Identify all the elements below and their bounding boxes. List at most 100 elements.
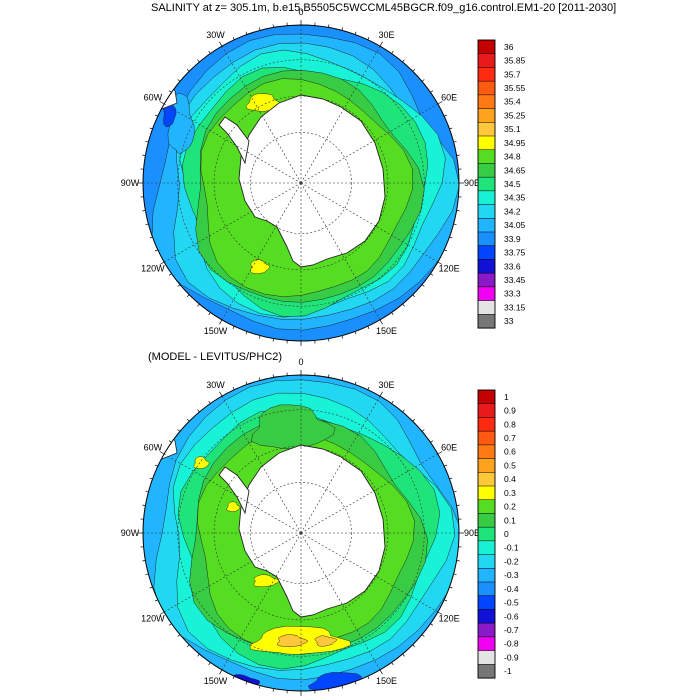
lon-label-120e: 120E — [439, 264, 460, 274]
colorbar-label: -0.6 — [504, 611, 519, 621]
colorbar-label: 35.1 — [504, 124, 521, 134]
map-graticule — [143, 375, 459, 691]
colorbar-label: 34.8 — [504, 152, 521, 162]
colorbar-label: 33.75 — [504, 248, 526, 258]
colorbar-label: 35.25 — [504, 110, 526, 120]
lon-label-150e: 150E — [376, 326, 397, 336]
lon-label-30w: 30W — [206, 380, 225, 390]
contour-patch — [276, 634, 309, 647]
lon-label-90w: 90W — [121, 178, 140, 188]
colorbar-label: 34.2 — [504, 206, 521, 216]
colorbar-label: 33.9 — [504, 234, 521, 244]
colorbar-swatch — [477, 650, 496, 665]
colorbar-label: 35.85 — [504, 56, 526, 66]
contour-patch — [344, 684, 359, 691]
colorbar-swatch — [477, 581, 496, 597]
colorbar-swatch — [477, 231, 496, 247]
colorbar-swatch — [477, 122, 496, 137]
lon-label-90w: 90W — [121, 528, 140, 538]
lon-label-30e: 30E — [378, 30, 394, 40]
antarctic-peninsula — [218, 116, 250, 165]
lon-label-150w: 150W — [204, 676, 228, 686]
colorbar-swatch — [477, 472, 496, 487]
colorbar-swatch — [477, 417, 496, 432]
colorbar-swatch — [477, 286, 496, 302]
colorbar-label: 35.7 — [504, 69, 521, 79]
colorbar-swatch — [477, 485, 496, 501]
colorbar-swatch — [477, 259, 496, 274]
colorbar-label: 34.35 — [504, 193, 526, 203]
colorbar-label: 0.5 — [504, 460, 516, 470]
colorbar-label: -0.8 — [504, 639, 519, 649]
colorbar-swatch — [477, 218, 496, 233]
colorbar-swatch — [477, 204, 496, 219]
bottom-panel-title: (MODEL - LEVITUS/PHC2) — [148, 351, 283, 363]
colorbar-label: -0.1 — [504, 543, 519, 553]
colorbar-swatch — [477, 526, 496, 542]
colorbar-swatch — [477, 664, 496, 679]
colorbar-swatch — [477, 458, 496, 473]
colorbar-swatch — [477, 39, 496, 55]
contour-patch — [226, 501, 241, 513]
colorbar-swatch — [477, 135, 496, 151]
colorbar-swatch — [477, 80, 496, 96]
colorbar-label: 0.4 — [504, 474, 516, 484]
colorbar-swatch — [477, 568, 496, 583]
map-graticule — [143, 25, 459, 341]
colorbar-swatch — [477, 403, 496, 418]
lon-label-180: 180 — [293, 349, 308, 350]
colorbar-label: 35.4 — [504, 97, 521, 107]
lon-label-120e: 120E — [439, 614, 460, 624]
antarctic-peninsula — [218, 466, 250, 515]
colorbar-label: 0 — [504, 529, 509, 539]
lon-label-60w: 60W — [144, 93, 163, 103]
colorbar-swatch — [477, 430, 496, 446]
colorbar-swatch — [477, 622, 496, 638]
colorbar-label: 34.05 — [504, 220, 526, 230]
colorbar-label: 33.3 — [504, 289, 521, 299]
colorbar-swatch — [477, 94, 496, 110]
colorbar-label: 33.15 — [504, 302, 526, 312]
lon-label-90e: 90E — [464, 528, 480, 538]
contour-patch — [251, 404, 336, 450]
colorbar-label: 0.8 — [504, 419, 516, 429]
colorbar-swatch — [477, 300, 496, 315]
lon-label-30w: 30W — [206, 30, 225, 40]
colorbar-swatch — [477, 149, 496, 164]
colorbar-label: 34.65 — [504, 165, 526, 175]
colorbar-swatch — [477, 444, 496, 460]
colorbar: 1 0.9 0.8 0.7 0.6 0.5 0.4 0.3 0.2 0.1 0 -0.1 -0.2 -0.… — [477, 389, 519, 679]
colorbar-swatch — [477, 636, 496, 652]
colorbar-label: 33.6 — [504, 261, 521, 271]
colorbar-label: 33 — [504, 316, 514, 326]
lon-label-60w: 60W — [144, 443, 163, 453]
colorbar-swatch — [477, 609, 496, 624]
map-ticks — [138, 370, 464, 696]
colorbar-label: -0.4 — [504, 584, 519, 594]
top-map-panel: 0 30E 60E 90E 120E 150E 180 150W 120W 90W 60W 30W 36… — [121, 7, 526, 350]
colorbar-label: 0.3 — [504, 488, 516, 498]
lon-label-150e: 150E — [376, 676, 397, 686]
colorbar-label: -0.9 — [504, 652, 519, 662]
lon-label-0: 0 — [298, 7, 303, 17]
colorbar-swatch — [477, 540, 496, 556]
colorbar-swatch — [477, 245, 496, 260]
colorbar-swatch — [477, 595, 496, 610]
lon-label-0: 0 — [298, 357, 303, 367]
colorbar-swatch — [477, 314, 496, 329]
colorbar-label: 0.6 — [504, 447, 516, 457]
colorbar-swatch — [477, 272, 496, 288]
colorbar-label: 0.9 — [504, 406, 516, 416]
colorbar-label: -1 — [504, 666, 512, 676]
colorbar-swatch — [477, 389, 496, 405]
colorbar: 36 35.85 35.7 35.55 35.4 35.25 35.1 34.95 34.8 34… — [477, 39, 526, 329]
colorbar-label: -0.2 — [504, 556, 519, 566]
colorbar-swatch — [477, 53, 496, 68]
contour-patch — [314, 635, 337, 647]
colorbar-label: 33.45 — [504, 275, 526, 285]
colorbar-swatch — [477, 499, 496, 514]
colorbar-swatch — [477, 163, 496, 178]
lon-label-120w: 120W — [141, 614, 165, 624]
lon-label-120w: 120W — [141, 264, 165, 274]
